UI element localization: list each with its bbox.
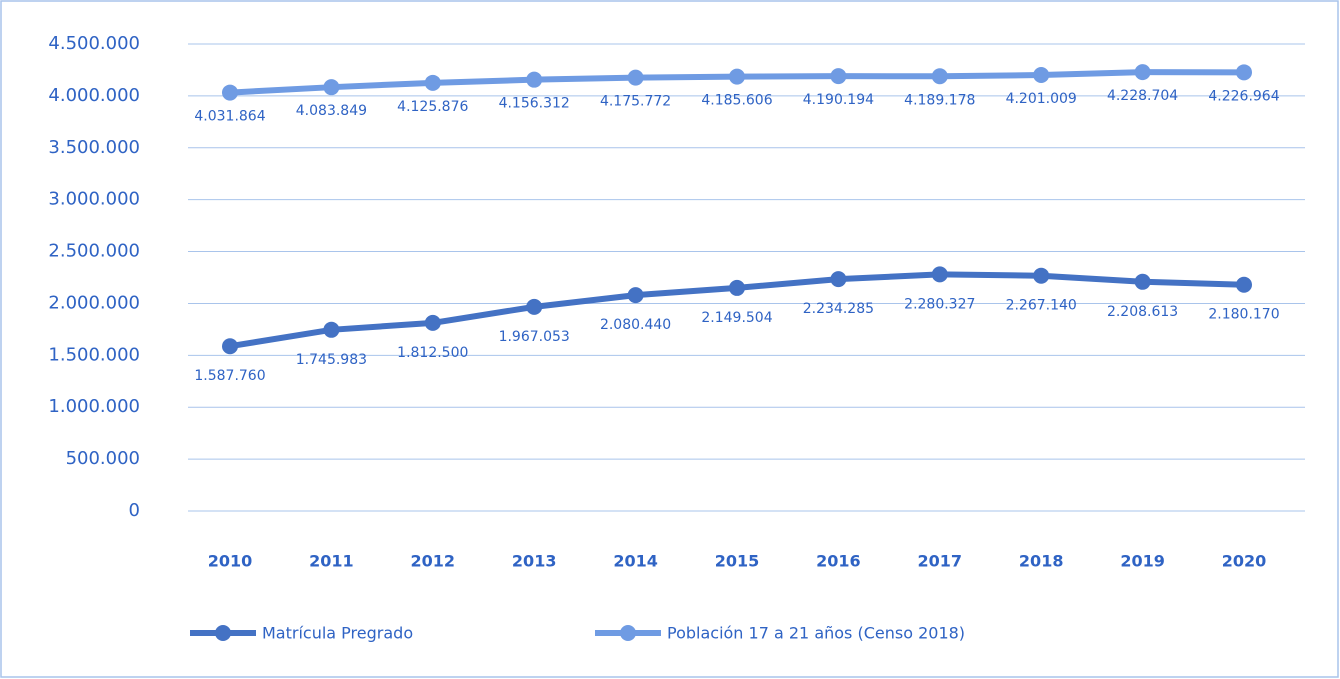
data-point [526,71,543,88]
data-point [323,321,340,338]
data-label: 1.745.983 [296,352,367,368]
y-tick-label: 0 [129,500,140,521]
data-label: 2.149.504 [701,310,772,326]
data-label: 1.967.053 [499,329,570,345]
data-label: 2.080.440 [600,317,671,333]
data-label: 2.267.140 [1006,298,1077,314]
data-point [931,68,948,85]
legend-label: Población 17 a 21 años (Censo 2018) [667,624,965,643]
data-label: 4.083.849 [296,103,367,119]
x-tick-label: 2019 [1120,552,1165,571]
data-point [1033,267,1050,284]
x-tick-label: 2012 [411,552,456,571]
data-point [931,266,948,283]
y-tick-label: 3.000.000 [48,189,140,210]
data-label: 4.031.864 [194,109,265,125]
x-tick-label: 2013 [512,552,557,571]
data-point [830,68,847,85]
legend-label: Matrícula Pregrado [262,624,413,643]
data-label: 4.125.876 [397,99,468,115]
data-point [1033,67,1050,84]
data-point [1134,273,1151,290]
x-tick-label: 2017 [918,552,963,571]
data-label: 4.201.009 [1006,91,1077,107]
data-label: 2.280.327 [904,296,975,312]
data-label: 2.208.613 [1107,304,1178,320]
x-tick-label: 2010 [208,552,253,571]
x-tick-label: 2011 [309,552,354,571]
data-point [729,68,745,85]
y-tick-label: 2.500.000 [48,241,140,262]
x-tick-label: 2020 [1222,552,1267,571]
data-point [830,271,847,288]
data-point [1236,276,1252,293]
data-label: 2.180.170 [1208,307,1279,323]
data-label: 4.228.704 [1107,88,1178,104]
data-label: 4.190.194 [803,92,874,108]
data-label: 4.175.772 [600,94,671,110]
data-label: 4.185.606 [701,93,772,109]
x-tick-label: 2016 [816,552,861,571]
y-tick-label: 4.500.000 [48,33,140,54]
y-tick-label: 4.000.000 [48,85,140,106]
data-label: 1.812.500 [397,345,468,361]
data-point [222,338,238,355]
data-point [1236,64,1252,81]
data-label: 4.189.178 [904,92,975,108]
y-tick-label: 2.000.000 [48,292,140,313]
data-point [323,79,340,96]
data-label: 4.156.312 [499,96,570,112]
data-label: 4.226.964 [1208,88,1279,104]
data-point [627,287,644,304]
y-tick-label: 500.000 [66,448,140,469]
y-tick-label: 1.500.000 [48,344,140,365]
data-point [729,279,745,296]
legend-marker [620,625,636,641]
data-label: 1.587.760 [194,368,265,384]
legend-marker [215,625,231,641]
data-label: 2.234.285 [803,301,874,317]
data-point [627,69,644,86]
x-tick-label: 2014 [613,552,658,571]
data-point [222,84,238,101]
data-point [526,298,543,315]
y-tick-label: 1.000.000 [48,396,140,417]
x-tick-label: 2015 [715,552,760,571]
x-tick-label: 2018 [1019,552,1064,571]
data-point [424,314,441,331]
y-tick-label: 3.500.000 [48,137,140,158]
data-point [424,74,441,91]
data-point [1134,64,1151,81]
